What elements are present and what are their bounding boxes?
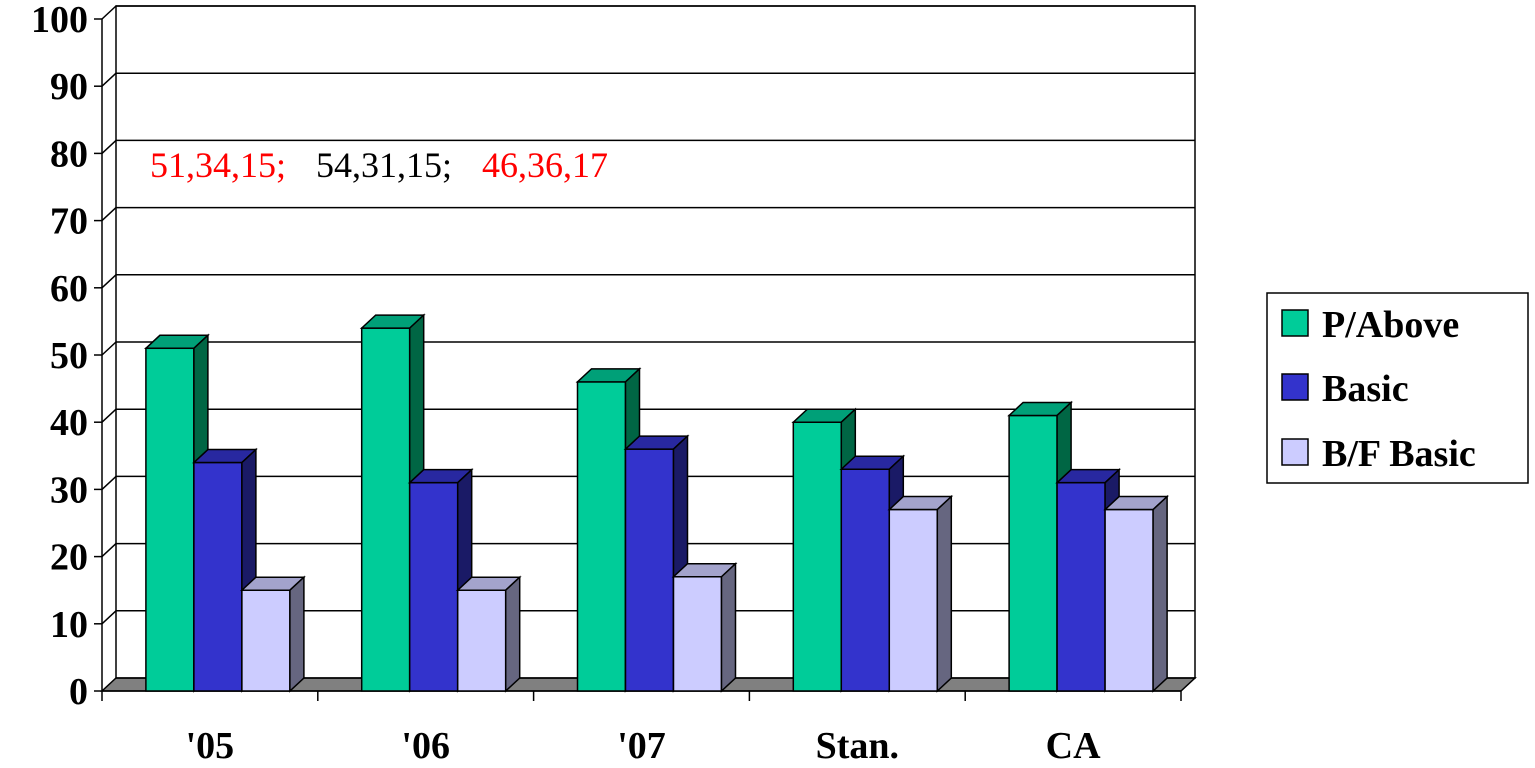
x-tick-label: '06: [401, 725, 450, 767]
y-tick-label: 0: [69, 671, 88, 713]
x-tick-label: Stan.: [816, 725, 899, 767]
bar-front: [624, 448, 675, 692]
legend-box: [1266, 292, 1529, 484]
annotation-3: 46,36,17: [482, 145, 608, 185]
legend-swatch-p-above: [1281, 309, 1309, 337]
gridline-depth: [101, 139, 117, 154]
legend-label-p-above: P/Above: [1322, 304, 1459, 346]
legend: P/Above Basic B/F Basic: [1266, 292, 1529, 484]
bar: [455, 575, 522, 693]
y-tick-label: 50: [50, 335, 88, 377]
legend-swatch-bf-basic: [1281, 438, 1309, 466]
x-tick-label: '07: [617, 725, 666, 767]
gridline-depth: [101, 274, 117, 289]
gridline-depth: [101, 72, 117, 87]
bar: [239, 575, 306, 693]
y-tick-label: 30: [50, 469, 88, 511]
bar-front: [792, 421, 843, 692]
bar-side: [504, 575, 521, 693]
bar: [143, 333, 210, 693]
annotation-2: 54,31,15;: [316, 145, 452, 185]
annotation-1: 51,34,15;: [150, 145, 286, 185]
x-tick-label: CA: [1046, 725, 1101, 767]
y-tick-label: 80: [50, 133, 88, 175]
bar-front: [840, 468, 891, 692]
bar-front: [672, 576, 723, 692]
bar: [671, 562, 738, 693]
gridline-depth: [101, 341, 117, 356]
gridline-depth: [101, 5, 117, 20]
bar-front: [576, 381, 627, 692]
bar-side: [936, 494, 953, 693]
legend-swatch-basic: [1281, 373, 1309, 401]
y-tick-label: 100: [31, 0, 88, 41]
bar-front: [145, 347, 195, 692]
bar-front: [456, 589, 507, 692]
legend-label-basic: Basic: [1322, 368, 1409, 410]
bar-side: [720, 562, 737, 693]
x-tick-label: '05: [186, 725, 235, 767]
bar-side: [289, 575, 305, 693]
gridline-depth: [101, 475, 117, 490]
bar: [623, 434, 690, 693]
bar-front: [408, 481, 459, 692]
x-tick-labels: '05 '06 '07 Stan. CA: [186, 725, 1101, 767]
y-tick-labels: 0 10 20 30 40 50 60 70 80 90 100: [31, 0, 88, 713]
y-tick-label: 40: [50, 402, 88, 444]
y-tick-label: 90: [50, 66, 88, 108]
y-tick-label: 60: [50, 268, 88, 310]
gridline-depth: [101, 543, 117, 558]
bar-front: [888, 508, 939, 692]
bar: [1103, 494, 1170, 693]
bars: [143, 313, 1170, 693]
gridline-depth: [101, 610, 117, 625]
bar-front: [1104, 508, 1154, 692]
bar-front: [241, 589, 291, 692]
y-tick-label: 10: [50, 604, 88, 646]
bar: [887, 494, 954, 693]
chart-annotation: 51,34,15; 54,31,15; 46,36,17: [150, 145, 608, 185]
bar-side: [1152, 494, 1168, 693]
bar-front: [193, 461, 243, 692]
bar-front: [360, 327, 411, 692]
y-tick-label: 20: [50, 537, 88, 579]
bar-front: [1008, 414, 1058, 692]
legend-label-bf-basic: B/F Basic: [1322, 433, 1476, 475]
y-tick-label: 70: [50, 201, 88, 243]
gridline-depth: [101, 207, 117, 222]
bar-front: [1056, 481, 1106, 692]
gridline-depth: [101, 408, 117, 423]
